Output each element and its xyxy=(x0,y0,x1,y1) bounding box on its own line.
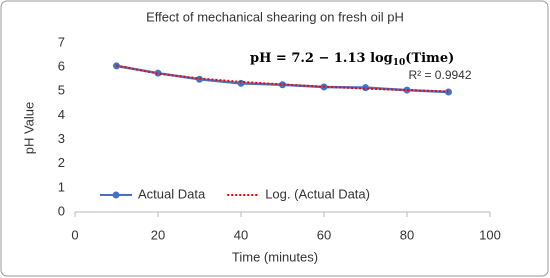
data-point xyxy=(362,84,369,92)
data-point xyxy=(403,86,411,94)
data-point xyxy=(154,69,162,77)
x-tick-label: 40 xyxy=(234,227,248,242)
y-tick-label: 3 xyxy=(58,131,65,146)
y-tick-label: 4 xyxy=(58,107,65,122)
y-axis-label: pH Value xyxy=(21,102,36,155)
y-tick-label: 0 xyxy=(58,203,65,218)
y-tick-label: 2 xyxy=(58,155,65,170)
y-tick-label: 5 xyxy=(58,83,65,98)
legend-marker xyxy=(112,191,120,199)
y-tick-label: 1 xyxy=(58,179,65,194)
x-tick-label: 20 xyxy=(151,227,165,242)
x-tick-label: 80 xyxy=(400,227,414,242)
equation-tail: (Time) xyxy=(405,51,454,66)
x-tick-label: 0 xyxy=(71,227,78,242)
chart-title: Effect of mechanical shearing on fresh o… xyxy=(146,9,404,24)
data-point xyxy=(279,81,286,89)
y-tick-label: 6 xyxy=(58,59,65,74)
data-point xyxy=(237,79,245,87)
x-tick-label: 60 xyxy=(317,227,331,242)
legend-label: Log. (Actual Data) xyxy=(265,186,370,201)
y-tick-label: 7 xyxy=(58,34,65,49)
series-line xyxy=(116,64,449,93)
equation: pH = 7.2 − 1.13 log10(Time) xyxy=(250,51,454,68)
legend-label: Actual Data xyxy=(138,186,206,201)
x-tick-label: 100 xyxy=(479,227,501,242)
r-squared: R² = 0.9942 xyxy=(408,68,471,82)
x-axis-label: Time (minutes) xyxy=(232,249,318,264)
data-point xyxy=(445,88,452,96)
equation-main: pH = 7.2 − 1.13 log xyxy=(250,51,393,66)
equation-sub: 10 xyxy=(393,58,406,68)
